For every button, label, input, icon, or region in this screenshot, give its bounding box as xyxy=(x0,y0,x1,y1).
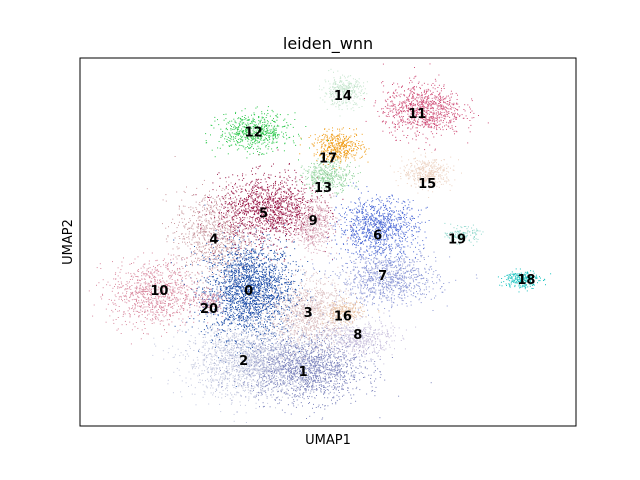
cluster-14-points xyxy=(318,68,368,117)
cluster-label-13: 13 xyxy=(314,181,332,196)
cluster-18-points xyxy=(497,268,552,293)
cluster-label-1: 1 xyxy=(299,365,308,380)
cluster-label-20: 20 xyxy=(200,302,218,317)
cluster-label-17: 17 xyxy=(319,151,337,166)
cluster-label-4: 4 xyxy=(209,232,218,247)
cluster-0-points xyxy=(164,204,324,387)
chart-title: leiden_wnn xyxy=(283,34,373,54)
cluster-19-points xyxy=(444,222,484,246)
y-axis-label: UMAP2 xyxy=(61,219,76,265)
cluster-label-15: 15 xyxy=(418,177,436,192)
cluster-label-0: 0 xyxy=(244,284,253,299)
cluster-5-points xyxy=(195,149,376,262)
cluster-label-11: 11 xyxy=(408,107,426,122)
cluster-7-points xyxy=(310,236,478,318)
scatter-points xyxy=(88,63,552,423)
cluster-label-18: 18 xyxy=(517,273,535,288)
cluster-11-points xyxy=(363,63,489,151)
cluster-15-points xyxy=(389,151,462,198)
cluster-label-3: 3 xyxy=(304,306,313,321)
cluster-17-points xyxy=(299,127,370,169)
cluster-label-16: 16 xyxy=(334,310,352,325)
cluster-4-points xyxy=(146,156,276,303)
cluster-3-points xyxy=(248,241,365,360)
cluster-label-10: 10 xyxy=(150,284,168,299)
cluster-label-12: 12 xyxy=(245,126,263,141)
cluster-16-points xyxy=(313,293,380,326)
cluster-label-2: 2 xyxy=(239,354,248,369)
cluster-label-14: 14 xyxy=(334,89,352,104)
cluster-12-points xyxy=(205,106,329,161)
cluster-label-9: 9 xyxy=(309,214,318,229)
cluster-label-6: 6 xyxy=(373,229,382,244)
cluster-label-19: 19 xyxy=(448,232,466,247)
x-axis-label: UMAP1 xyxy=(305,433,351,448)
plot-frame xyxy=(79,57,577,427)
cluster-label-7: 7 xyxy=(378,269,387,284)
cluster-2-points xyxy=(150,299,352,423)
cluster-8-points xyxy=(305,308,417,365)
cluster-13-points xyxy=(296,157,361,199)
cluster-9-points xyxy=(285,168,342,261)
cluster-10-points xyxy=(88,248,224,345)
cluster-label-5: 5 xyxy=(259,207,268,222)
cluster-label-8: 8 xyxy=(353,328,362,343)
cluster-6-points xyxy=(326,182,430,279)
cluster-20-points xyxy=(186,277,228,315)
